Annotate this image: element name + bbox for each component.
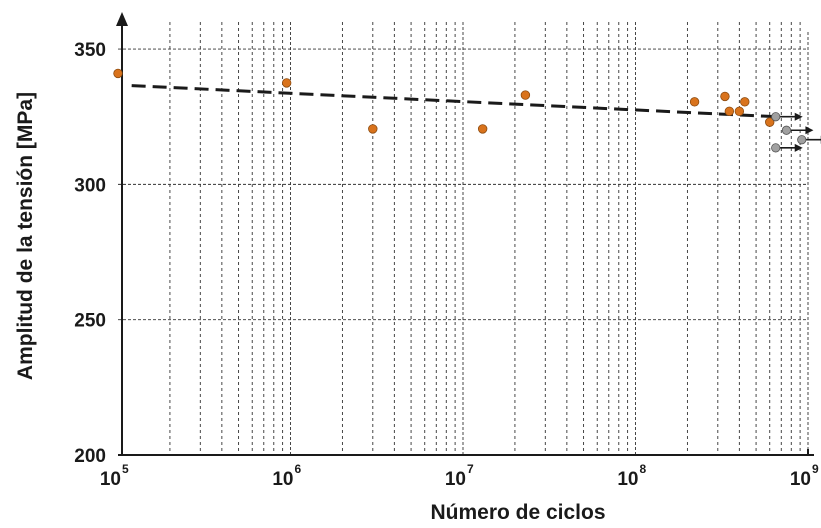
data-point: [520, 90, 531, 100]
runout-point: [781, 125, 792, 135]
data-point: [689, 97, 700, 107]
runout-arrow-head: [794, 112, 803, 121]
grid: [118, 22, 809, 455]
x-tick-exponent: 6: [295, 462, 302, 476]
trendline: [131, 84, 776, 119]
x-tick-label: 10: [272, 469, 293, 490]
runout-point: [771, 112, 781, 122]
x-tick-exponent: 7: [467, 462, 474, 476]
x-tick-exponent: 5: [122, 462, 129, 476]
runout-arrow-head: [794, 143, 803, 152]
data-point: [734, 106, 745, 117]
axes: [116, 12, 814, 456]
x-tick-label: 10: [445, 469, 466, 490]
data-point: [281, 78, 292, 88]
y-tick-label: 250: [74, 311, 106, 332]
runout-point: [797, 135, 807, 145]
y-axis-title: Amplitud de la tensión [MPa]: [14, 92, 37, 380]
data-point: [113, 68, 123, 79]
trendline-layer: [131, 84, 776, 119]
x-tick-exponent: 9: [812, 462, 819, 476]
y-tick-label: 350: [74, 40, 106, 61]
data-point: [368, 124, 378, 134]
data-point: [724, 106, 735, 117]
data-point: [740, 97, 750, 107]
points-layer: [113, 68, 821, 153]
data-point: [477, 124, 488, 134]
runout-point: [771, 143, 781, 153]
data-point: [720, 91, 730, 102]
x-tick-label: 10: [617, 469, 638, 490]
y-tick-label: 300: [74, 175, 106, 196]
y-axis-arrow: [116, 12, 128, 26]
runout-arrow-head: [805, 126, 814, 135]
x-tick-exponent: 8: [640, 462, 647, 476]
x-tick-label: 10: [100, 469, 121, 490]
y-tick-label: 200: [74, 446, 106, 467]
data-point: [765, 117, 775, 127]
x-axis-title: Número de ciclos: [430, 501, 605, 524]
x-tick-label: 10: [790, 469, 811, 490]
